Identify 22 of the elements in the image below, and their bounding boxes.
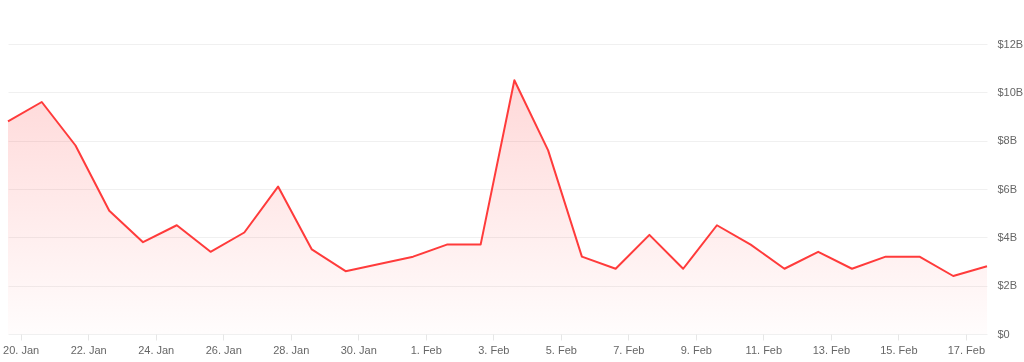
x-tick-label: 24. Jan: [138, 343, 175, 356]
x-tick-label: 22. Jan: [70, 343, 107, 356]
x-tick-label: 15. Feb: [880, 343, 918, 356]
x-tick-label: 7. Feb: [613, 343, 645, 356]
y-tick-label: $10B: [997, 85, 1024, 98]
x-tick-label: 17. Feb: [947, 343, 986, 356]
x-tick-label: 1. Feb: [410, 343, 442, 356]
x-tick-label: 28. Jan: [273, 343, 310, 356]
x-tick-label: 5. Feb: [545, 343, 577, 356]
y-tick-label: $12B: [997, 37, 1024, 50]
x-tick-label: 11. Feb: [745, 343, 783, 356]
x-tick-label: 3. Feb: [478, 343, 510, 356]
y-tick-label: $4B: [997, 230, 1018, 243]
x-tick-label: 20. Jan: [3, 343, 40, 356]
x-tick-label: 13. Feb: [812, 343, 851, 356]
y-tick-label: $2B: [997, 279, 1018, 292]
y-tick-label: $0: [997, 327, 1010, 340]
y-tick-label: $8B: [997, 134, 1018, 147]
x-tick-label: 30. Jan: [340, 343, 377, 356]
x-tick-label: 26. Jan: [205, 343, 242, 356]
y-tick-label: $6B: [997, 182, 1018, 195]
x-tick-label: 9. Feb: [680, 343, 712, 356]
